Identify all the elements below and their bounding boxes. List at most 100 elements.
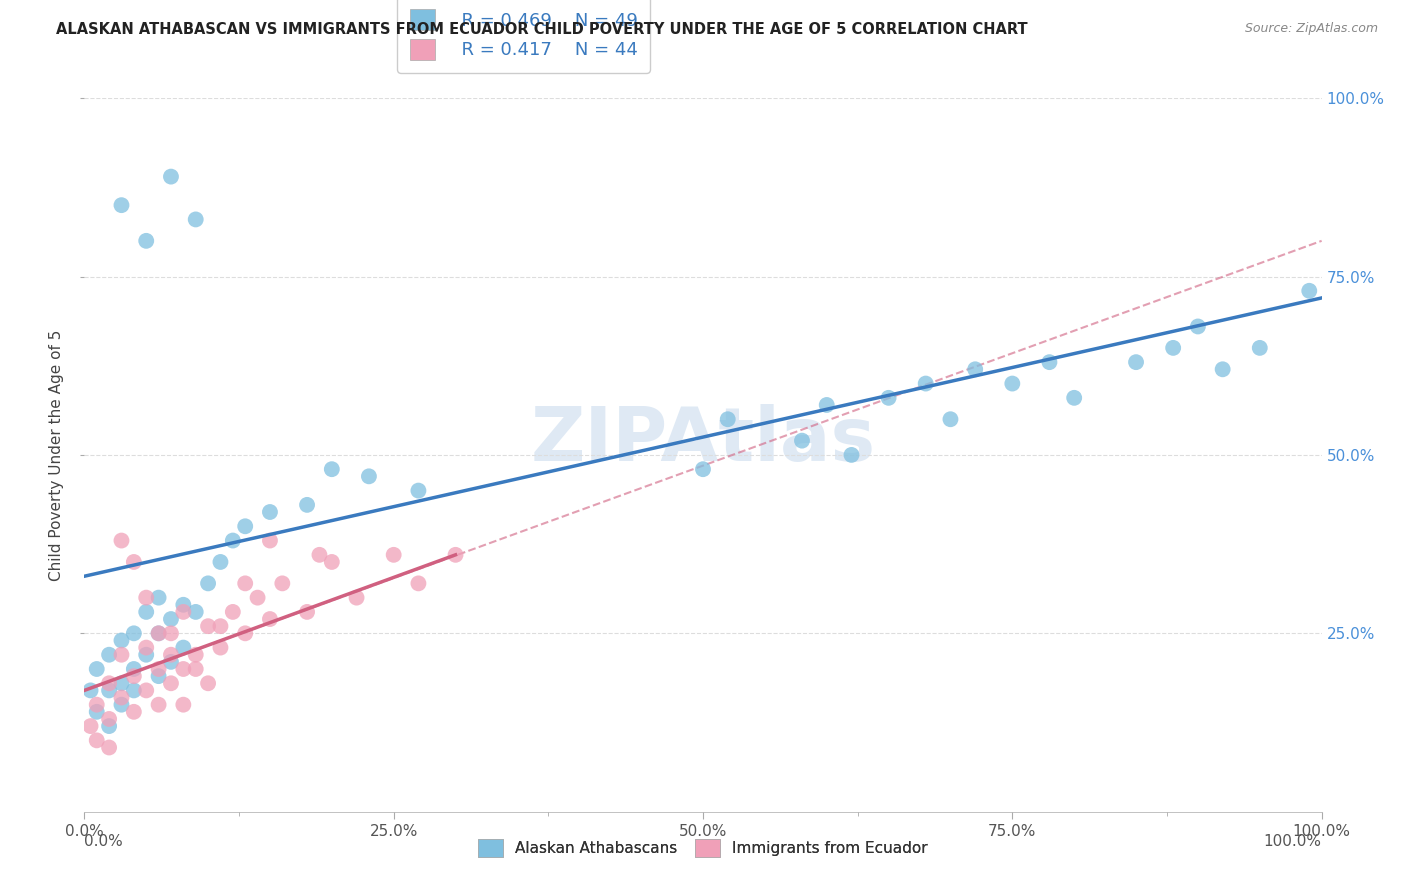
Point [135, 640, 157, 655]
Point [233, 626, 256, 640]
Point [135, 648, 157, 662]
Point [122, 626, 145, 640]
Point [1161, 341, 1184, 355]
Point [1063, 391, 1085, 405]
Point [1298, 284, 1320, 298]
Point [815, 398, 838, 412]
Point [965, 362, 987, 376]
Point [271, 576, 294, 591]
Point [122, 669, 145, 683]
Point [209, 555, 232, 569]
Point [939, 412, 962, 426]
Point [98, 676, 121, 690]
Point [1125, 355, 1147, 369]
Point [122, 662, 145, 676]
Point [86, 662, 108, 676]
Point [184, 212, 207, 227]
Point [172, 605, 194, 619]
Point [914, 376, 936, 391]
Point [86, 698, 108, 712]
Point [209, 619, 232, 633]
Point [110, 698, 132, 712]
Point [717, 412, 740, 426]
Text: 0.0%: 0.0% [84, 834, 124, 849]
Point [209, 640, 232, 655]
Point [222, 533, 245, 548]
Point [382, 548, 405, 562]
Point [98, 683, 121, 698]
Point [148, 698, 170, 712]
Point [122, 705, 145, 719]
Point [110, 533, 132, 548]
Point [259, 505, 281, 519]
Point [148, 626, 170, 640]
Point [295, 498, 318, 512]
Y-axis label: Child Poverty Under the Age of 5: Child Poverty Under the Age of 5 [49, 329, 65, 581]
Point [160, 655, 183, 669]
Point [135, 605, 157, 619]
Point [197, 576, 219, 591]
Text: Source: ZipAtlas.com: Source: ZipAtlas.com [1244, 22, 1378, 36]
Point [98, 712, 121, 726]
Legend: Alaskan Athabascans, Immigrants from Ecuador: Alaskan Athabascans, Immigrants from Ecu… [471, 832, 935, 864]
Point [1212, 362, 1234, 376]
Point [259, 533, 281, 548]
Point [321, 555, 343, 569]
Text: ZIPAtlas: ZIPAtlas [530, 404, 876, 477]
Point [86, 705, 108, 719]
Point [160, 626, 183, 640]
Point [79, 719, 101, 733]
Point [110, 676, 132, 690]
Point [184, 605, 207, 619]
Point [222, 605, 245, 619]
Point [122, 555, 145, 569]
Point [233, 576, 256, 591]
Point [184, 648, 207, 662]
Point [160, 612, 183, 626]
Point [259, 612, 281, 626]
Point [408, 576, 430, 591]
Point [148, 669, 170, 683]
Point [98, 648, 121, 662]
Point [79, 683, 101, 698]
Point [110, 633, 132, 648]
Point [357, 469, 380, 483]
Point [135, 591, 157, 605]
Point [841, 448, 863, 462]
Point [172, 698, 194, 712]
Point [172, 598, 194, 612]
Point [86, 733, 108, 747]
Point [160, 169, 183, 184]
Point [172, 640, 194, 655]
Point [233, 519, 256, 533]
Point [110, 198, 132, 212]
Point [790, 434, 813, 448]
Point [172, 662, 194, 676]
Point [444, 548, 467, 562]
Point [148, 662, 170, 676]
Point [184, 662, 207, 676]
Text: 100.0%: 100.0% [1264, 834, 1322, 849]
Point [877, 391, 900, 405]
Point [692, 462, 714, 476]
Point [321, 462, 343, 476]
Point [98, 740, 121, 755]
Point [148, 591, 170, 605]
Point [1249, 341, 1271, 355]
Point [308, 548, 330, 562]
Point [110, 648, 132, 662]
Point [246, 591, 269, 605]
Point [135, 234, 157, 248]
Point [110, 690, 132, 705]
Point [197, 676, 219, 690]
Point [135, 683, 157, 698]
Point [1001, 376, 1024, 391]
Point [160, 648, 183, 662]
Point [346, 591, 368, 605]
Text: ALASKAN ATHABASCAN VS IMMIGRANTS FROM ECUADOR CHILD POVERTY UNDER THE AGE OF 5 C: ALASKAN ATHABASCAN VS IMMIGRANTS FROM EC… [56, 22, 1028, 37]
Point [148, 626, 170, 640]
Point [1038, 355, 1060, 369]
Point [98, 719, 121, 733]
Point [122, 683, 145, 698]
Point [1187, 319, 1209, 334]
